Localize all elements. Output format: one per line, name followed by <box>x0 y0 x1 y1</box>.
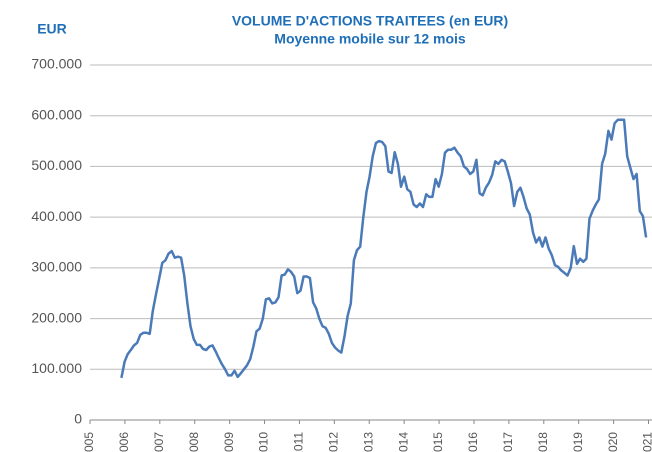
x-tick-label: 2009 <box>222 432 236 452</box>
y-tick-label: 200.000 <box>31 309 82 325</box>
x-tick-label: 2015 <box>431 432 445 452</box>
y-tick-label: 300.000 <box>31 259 82 275</box>
data-line <box>120 118 648 379</box>
chart-subtitle: Moyenne mobile sur 12 mois <box>274 31 466 47</box>
y-tick-label: 700.000 <box>31 56 82 72</box>
x-tick-label: 2008 <box>187 432 201 452</box>
x-tick-label: 2005 <box>82 432 96 452</box>
x-tick-label: 2007 <box>152 432 166 452</box>
y-tick-label: 500.000 <box>31 157 82 173</box>
y-tick-label: 400.000 <box>31 208 82 224</box>
x-tick-label: 2017 <box>501 432 515 452</box>
x-tick-label: 2006 <box>117 432 131 452</box>
x-tick-label: 2016 <box>466 432 480 452</box>
x-tick-label: 2010 <box>257 432 271 452</box>
y-tick-label: 100.000 <box>31 360 82 376</box>
x-tick-label: 2020 <box>606 432 620 452</box>
x-tick-label: 2011 <box>292 432 306 452</box>
x-tick-label: 2018 <box>536 432 550 452</box>
y-axis-label: EUR <box>37 21 67 37</box>
chart-title: VOLUME D'ACTIONS TRAITEES (en EUR) <box>232 13 508 29</box>
x-tick-label: 2021 <box>641 432 652 452</box>
x-tick-label: 2013 <box>361 432 375 452</box>
y-tick-label: 600.000 <box>31 106 82 122</box>
y-tick-label: 0 <box>74 411 82 427</box>
x-tick-label: 2012 <box>327 432 341 452</box>
x-tick-label: 2014 <box>396 432 410 452</box>
x-tick-label: 2019 <box>571 432 585 452</box>
